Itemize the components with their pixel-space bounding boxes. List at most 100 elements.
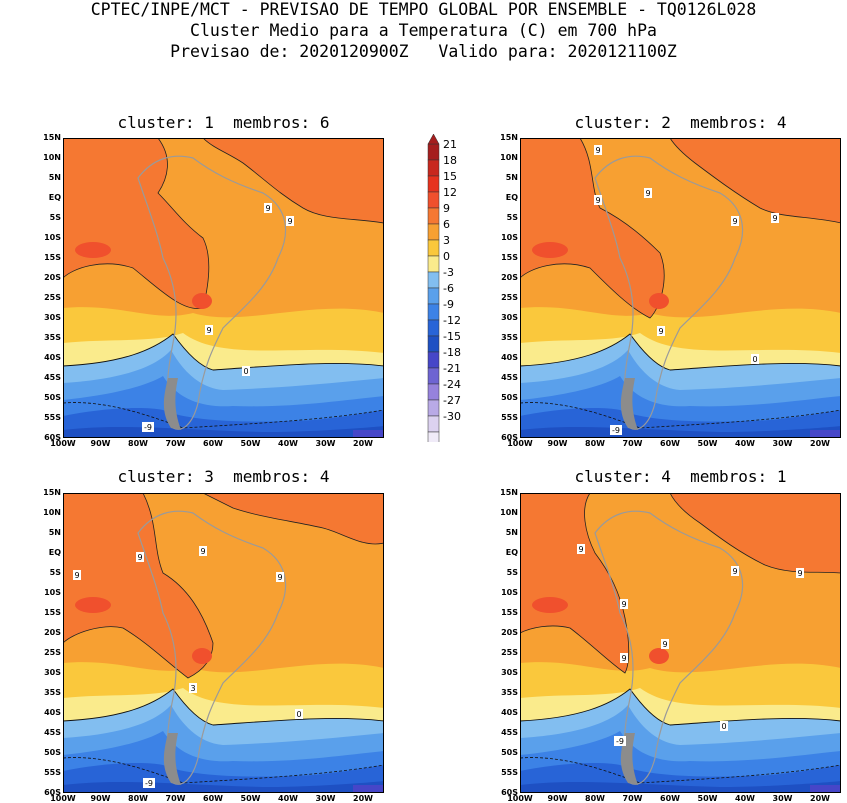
svg-text:9: 9	[662, 640, 667, 649]
contour-label: -9	[142, 422, 154, 432]
lat-tick-label: 15S	[44, 253, 61, 262]
svg-text:9: 9	[595, 146, 600, 155]
colorbar-svg: 21 18 15 12 9 6 3 0 -3 -6 -9 -12 -15 -18 -21 -24 -27 -30	[427, 133, 461, 459]
lat-tick-label: 20S	[501, 628, 518, 637]
colorbar-segment	[427, 223, 440, 241]
lon-tick-label: 70W	[622, 439, 643, 448]
lon-tick-label: 60W	[660, 439, 680, 448]
lat-tick-label: 10N	[500, 508, 518, 517]
lon-tick-label: 40W	[735, 794, 755, 803]
lat-tick-label: EQ	[48, 548, 61, 557]
lon-tick-label: 80W	[128, 794, 148, 803]
colorbar-segment	[427, 191, 440, 209]
lat-tick-label: 35S	[501, 688, 518, 697]
lon-tick-label: 40W	[278, 794, 298, 803]
lon-tick-label: 100W	[507, 794, 533, 803]
figure-title: CPTEC/INPE/MCT - PREVISAO DE TEMPO GLOBA…	[90, 0, 757, 19]
contour-label: 9	[620, 653, 628, 663]
colorbar-tick-label: -9	[443, 298, 454, 311]
colorbar-tick-label: -27	[443, 394, 461, 407]
lat-tick-label: 35S	[501, 333, 518, 342]
lat-tick-label: 20S	[44, 628, 61, 637]
colorbar-tick-label: 12	[443, 186, 457, 199]
colorbar-segment	[427, 319, 440, 337]
lon-tick-label: 70W	[165, 794, 186, 803]
lat-tick-label: 5S	[49, 568, 61, 577]
lat-tick-label: 55S	[501, 413, 518, 422]
lat-tick-label: 55S	[501, 768, 518, 777]
colorbar-tick-label: -30	[443, 410, 461, 423]
lat-tick-label: 60S	[501, 788, 518, 797]
colorbar-tick-label: -6	[443, 282, 454, 295]
svg-text:-9: -9	[612, 426, 620, 435]
lat-tick-label: 55S	[44, 413, 61, 422]
lon-tick-label: 40W	[278, 439, 298, 448]
lat-tick-label: EQ	[505, 193, 518, 202]
colorbar-tick-label: 15	[443, 170, 457, 183]
colorbar-segment	[427, 287, 440, 305]
svg-text:9: 9	[621, 600, 626, 609]
contour-label: 0	[242, 366, 250, 376]
colorbar-segment	[427, 383, 440, 401]
colorbar-segment	[427, 415, 440, 433]
contour-label: 9	[620, 599, 628, 609]
temperature-map-svg: 9 9 9 9 9 9 0 -9	[520, 493, 841, 793]
lon-tick-label: 30W	[315, 794, 336, 803]
colorbar-segment	[427, 207, 440, 225]
lat-tick-label: 15S	[501, 253, 518, 262]
colorbar-tick-label: 3	[443, 234, 450, 247]
lat-tick-label: 35S	[44, 333, 61, 342]
contour-label: 0	[295, 709, 303, 719]
contour-label: 0	[751, 354, 759, 364]
lat-tick-label: 25S	[501, 293, 518, 302]
lat-tick-label: 30S	[44, 313, 61, 322]
colorbar-segment	[427, 159, 440, 177]
colorbar-tick-label: 18	[443, 154, 457, 167]
lat-tick-label: 15S	[44, 608, 61, 617]
contour-label: 9	[594, 195, 602, 205]
lat-tick-label: 55S	[44, 768, 61, 777]
panel-1-map: 9 9 9 0 -9	[63, 138, 384, 438]
colorbar-tick-label: -21	[443, 362, 461, 375]
lon-tick-label: 70W	[165, 439, 186, 448]
lon-tick-label: 60W	[203, 439, 223, 448]
contour-label: 9	[796, 568, 804, 578]
lon-tick-label: 90W	[547, 439, 568, 448]
lat-tick-label: 5N	[505, 173, 518, 182]
lat-tick-label: 25S	[501, 648, 518, 657]
colorbar-segment	[427, 303, 440, 321]
lon-tick-label: 60W	[660, 794, 680, 803]
lat-tick-label: 40S	[501, 708, 518, 717]
lon-tick-label: 100W	[50, 439, 76, 448]
svg-text:3: 3	[190, 684, 195, 693]
contour-label: 9	[771, 213, 779, 223]
lon-tick-label: 100W	[50, 794, 76, 803]
svg-text:9: 9	[200, 547, 205, 556]
lon-tick-label: 90W	[90, 439, 111, 448]
lon-tick-label: 40W	[735, 439, 755, 448]
temperature-map-svg: 9 9 9 9 3 0 -9	[63, 493, 384, 793]
lon-tick-label: 20W	[810, 439, 830, 448]
svg-text:0: 0	[721, 722, 726, 731]
lon-tick-label: 60W	[203, 794, 223, 803]
lat-tick-label: 10S	[501, 588, 518, 597]
lat-tick-label: 25S	[44, 293, 61, 302]
lat-tick-label: 15N	[500, 133, 518, 142]
lon-tick-label: 30W	[772, 794, 793, 803]
contour-label: 9	[73, 570, 81, 580]
lat-tick-label: 15N	[500, 488, 518, 497]
panel-1-title: cluster: 1 membros: 6	[117, 113, 330, 132]
lon-tick-label: 50W	[697, 794, 718, 803]
lon-tick-label: 90W	[90, 794, 111, 803]
contour-label: 9	[264, 203, 272, 213]
figure-subtitle: Cluster Medio para a Temperatura (C) em …	[190, 21, 657, 40]
contour-label: -9	[610, 425, 622, 435]
colorbar-segment	[427, 175, 440, 193]
lat-tick-label: 30S	[44, 668, 61, 677]
lat-tick-label: 5N	[48, 528, 61, 537]
lat-tick-label: 10S	[44, 588, 61, 597]
contour-label: 9	[731, 566, 739, 576]
contour-label: -9	[614, 736, 626, 746]
lon-tick-label: 30W	[315, 439, 336, 448]
lat-tick-label: 50S	[44, 748, 61, 757]
